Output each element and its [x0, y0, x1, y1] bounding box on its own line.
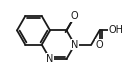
Text: N: N	[46, 54, 54, 64]
Text: N: N	[71, 40, 79, 50]
Text: OH: OH	[108, 25, 124, 35]
Text: O: O	[71, 11, 79, 21]
Text: O: O	[96, 40, 103, 50]
